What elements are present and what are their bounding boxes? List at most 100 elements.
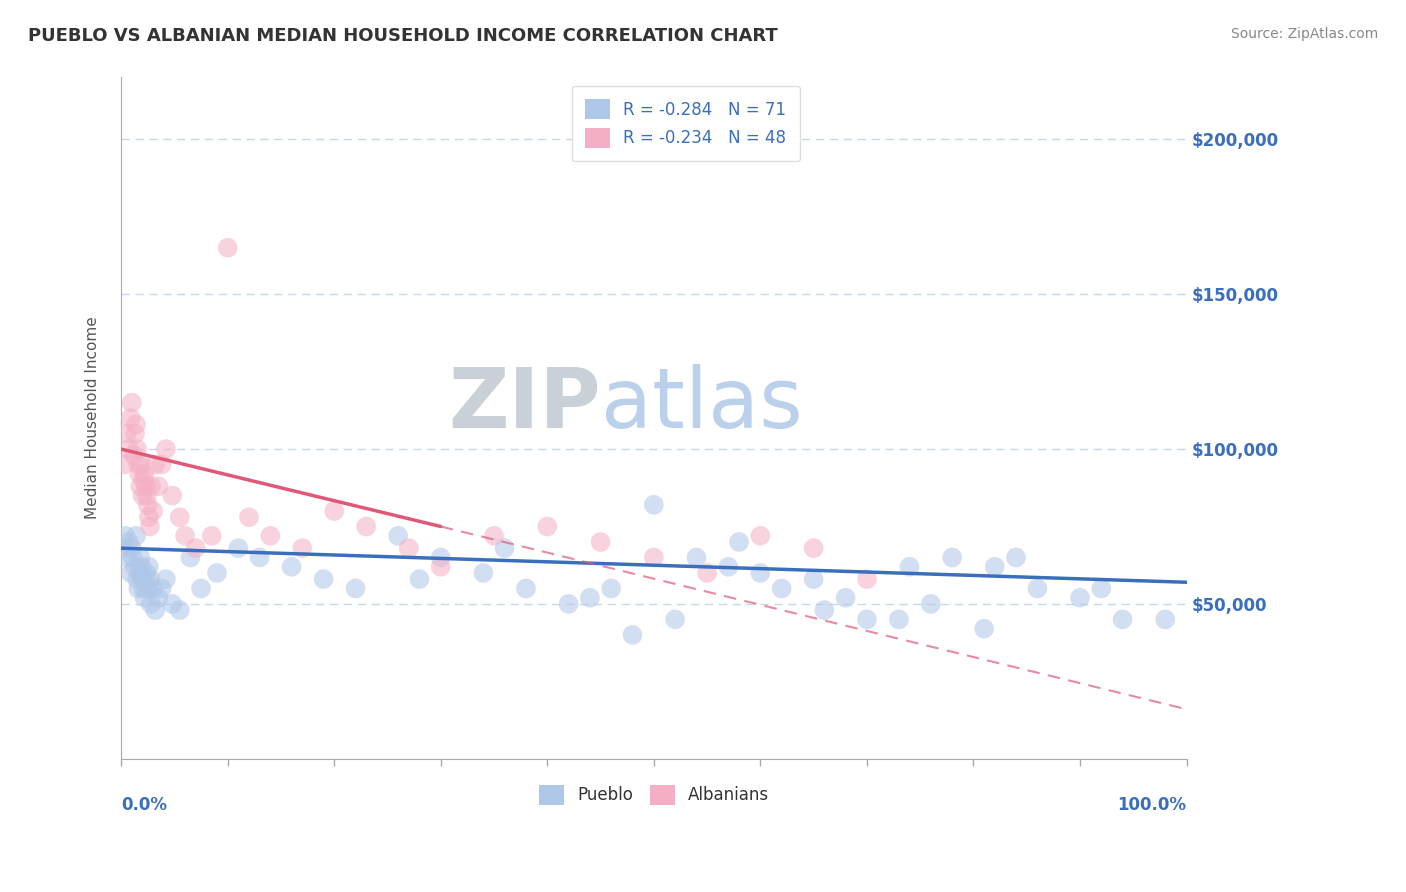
Point	[127, 458, 149, 472]
Point	[127, 442, 149, 456]
Point	[121, 550, 143, 565]
Point	[770, 582, 793, 596]
Point	[238, 510, 260, 524]
Point	[124, 426, 146, 441]
Point	[205, 566, 228, 580]
Point	[127, 582, 149, 596]
Point	[387, 529, 409, 543]
Point	[472, 566, 495, 580]
Point	[898, 559, 921, 574]
Point	[887, 612, 910, 626]
Point	[131, 489, 153, 503]
Point	[134, 591, 156, 605]
Text: atlas: atlas	[600, 364, 803, 445]
Point	[139, 572, 162, 586]
Point	[122, 448, 145, 462]
Point	[536, 519, 558, 533]
Point	[920, 597, 942, 611]
Point	[482, 529, 505, 543]
Text: PUEBLO VS ALBANIAN MEDIAN HOUSEHOLD INCOME CORRELATION CHART: PUEBLO VS ALBANIAN MEDIAN HOUSEHOLD INCO…	[28, 27, 778, 45]
Point	[973, 622, 995, 636]
Point	[803, 572, 825, 586]
Point	[150, 458, 173, 472]
Point	[344, 582, 367, 596]
Point	[1111, 612, 1133, 626]
Point	[162, 597, 184, 611]
Point	[148, 479, 170, 493]
Point	[803, 541, 825, 556]
Text: ZIP: ZIP	[449, 364, 600, 445]
Y-axis label: Median Household Income: Median Household Income	[86, 317, 100, 519]
Point	[131, 559, 153, 574]
Point	[280, 559, 302, 574]
Point	[127, 572, 149, 586]
Point	[813, 603, 835, 617]
Point	[408, 572, 430, 586]
Point	[429, 559, 451, 574]
Point	[291, 541, 314, 556]
Point	[136, 498, 159, 512]
Point	[139, 519, 162, 533]
Point	[515, 582, 537, 596]
Point	[728, 535, 751, 549]
Point	[135, 479, 157, 493]
Point	[184, 541, 207, 556]
Point	[834, 591, 856, 605]
Point	[143, 458, 166, 472]
Point	[139, 597, 162, 611]
Point	[249, 550, 271, 565]
Point	[135, 566, 157, 580]
Point	[112, 541, 135, 556]
Point	[643, 498, 665, 512]
Point	[128, 566, 150, 580]
Point	[115, 426, 138, 441]
Point	[125, 529, 148, 543]
Point	[112, 458, 135, 472]
Point	[174, 529, 197, 543]
Point	[190, 582, 212, 596]
Point	[984, 559, 1007, 574]
Point	[150, 582, 173, 596]
Point	[135, 572, 157, 586]
Point	[117, 442, 139, 456]
Point	[600, 582, 623, 596]
Point	[142, 504, 165, 518]
Point	[1026, 582, 1049, 596]
Point	[856, 572, 879, 586]
Point	[494, 541, 516, 556]
Point	[201, 529, 224, 543]
Point	[589, 535, 612, 549]
Point	[717, 559, 740, 574]
Point	[138, 559, 160, 574]
Point	[696, 566, 718, 580]
Point	[125, 417, 148, 432]
Point	[142, 582, 165, 596]
Point	[132, 473, 155, 487]
Point	[685, 550, 707, 565]
Point	[124, 559, 146, 574]
Point	[136, 582, 159, 596]
Point	[117, 550, 139, 565]
Point	[941, 550, 963, 565]
Point	[121, 395, 143, 409]
Point	[135, 489, 157, 503]
Point	[120, 566, 142, 580]
Point	[139, 479, 162, 493]
Point	[134, 467, 156, 481]
Point	[429, 550, 451, 565]
Text: 0.0%: 0.0%	[121, 797, 167, 814]
Point	[1069, 591, 1091, 605]
Point	[749, 566, 772, 580]
Point	[398, 541, 420, 556]
Point	[643, 550, 665, 565]
Point	[148, 591, 170, 605]
Point	[114, 529, 136, 543]
Point	[664, 612, 686, 626]
Point	[162, 489, 184, 503]
Point	[169, 510, 191, 524]
Point	[749, 529, 772, 543]
Point	[138, 510, 160, 524]
Point	[1154, 612, 1177, 626]
Point	[117, 535, 139, 549]
Point	[228, 541, 250, 556]
